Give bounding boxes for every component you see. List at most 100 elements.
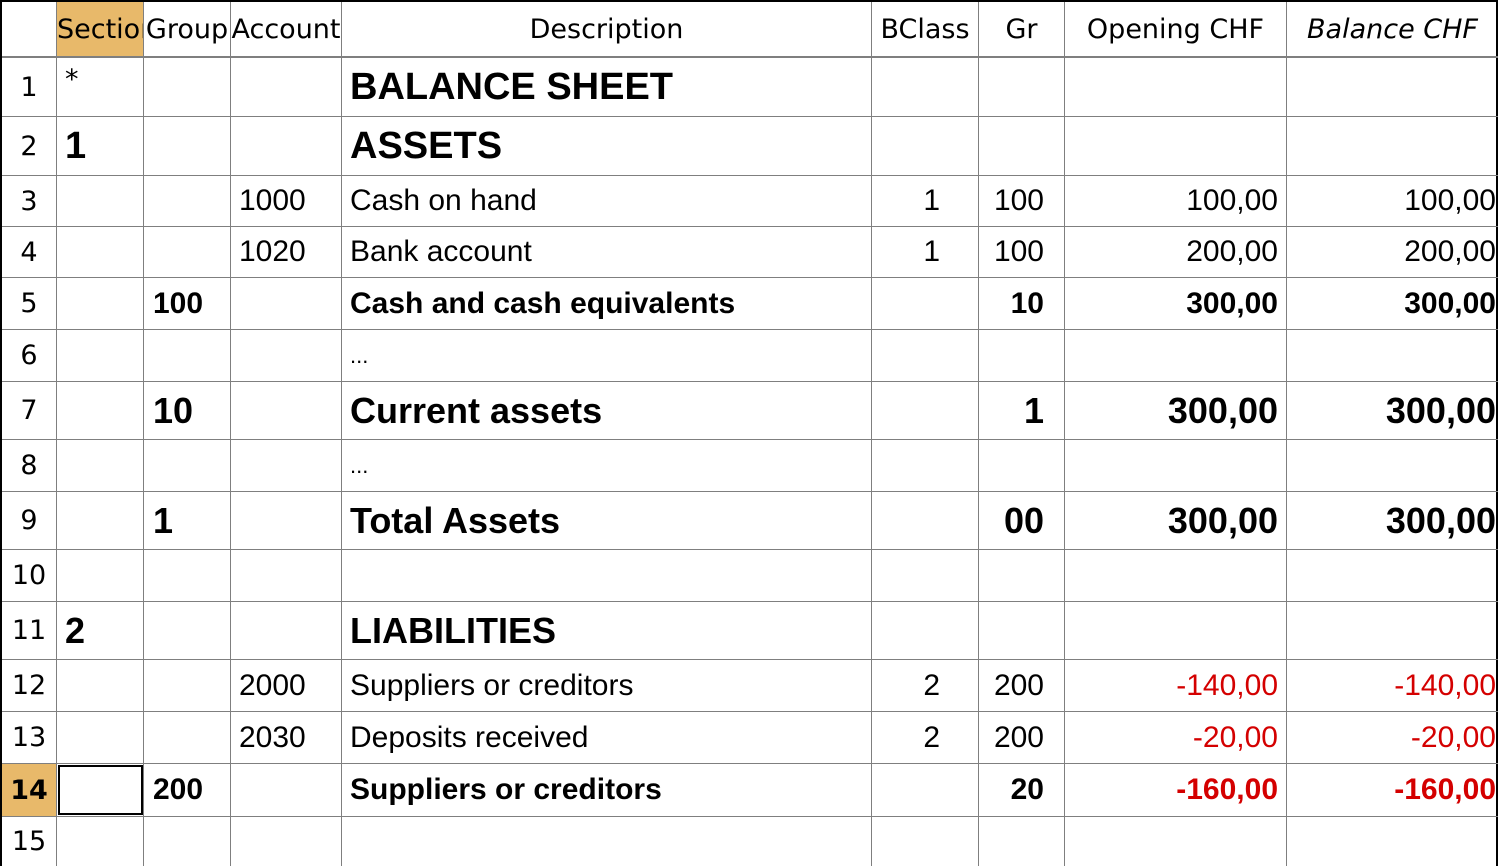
cell-group[interactable] — [144, 660, 231, 711]
column-header-balance[interactable]: Balance CHF — [1307, 13, 1478, 45]
cell-gr[interactable] — [979, 58, 1065, 116]
column-header-gr[interactable]: Gr — [979, 2, 1065, 56]
cell-bclass[interactable] — [872, 602, 979, 659]
cell-opening[interactable]: -20,00 — [1065, 712, 1287, 763]
cell-balance[interactable]: 300,00 — [1404, 286, 1496, 320]
cell-gr[interactable]: 20 — [979, 764, 1065, 816]
row-number[interactable]: 9 — [2, 492, 57, 549]
cell-account[interactable]: 1020 — [231, 227, 342, 277]
row-number[interactable]: 13 — [2, 712, 57, 763]
cell-bclass[interactable]: 2 — [872, 660, 979, 711]
cell-account[interactable] — [231, 117, 342, 175]
cell-group[interactable] — [144, 227, 231, 277]
cell-balance[interactable]: -160,00 — [1394, 773, 1496, 806]
cell-description[interactable]: Total Assets — [342, 492, 872, 549]
cell-account[interactable] — [231, 492, 342, 549]
cell-gr[interactable] — [979, 602, 1065, 659]
row-number[interactable]: 5 — [2, 278, 57, 329]
cell-group[interactable] — [144, 817, 231, 866]
cell-group[interactable] — [144, 712, 231, 763]
cell-account[interactable] — [231, 550, 342, 601]
cell-bclass[interactable] — [872, 440, 979, 491]
cell-section[interactable] — [57, 492, 144, 549]
cell-opening[interactable]: 200,00 — [1065, 227, 1287, 277]
corner-cell[interactable] — [2, 2, 57, 56]
cell-section[interactable] — [57, 550, 144, 601]
cell-gr[interactable]: 00 — [979, 492, 1065, 549]
cell-group[interactable] — [144, 117, 231, 175]
row-number[interactable]: 3 — [2, 176, 57, 226]
cell-bclass[interactable]: 2 — [872, 712, 979, 763]
cell-balance[interactable]: 300,00 — [1385, 499, 1496, 541]
cell-opening[interactable] — [1065, 440, 1287, 491]
cell-balance[interactable]: -140,00 — [1394, 668, 1496, 702]
cell-description[interactable]: Deposits received — [342, 712, 872, 763]
cell-balance[interactable] — [1287, 58, 1498, 116]
cell-group[interactable] — [144, 440, 231, 491]
cell-description[interactable] — [342, 817, 872, 866]
cell-description[interactable] — [342, 550, 872, 601]
cell-description[interactable]: ... — [342, 440, 872, 491]
cell-balance[interactable] — [1287, 330, 1498, 381]
cell-section[interactable] — [57, 278, 144, 329]
column-header-description[interactable]: Description — [342, 2, 872, 56]
cell-group[interactable] — [144, 550, 231, 601]
cell-opening[interactable] — [1065, 602, 1287, 659]
cell-account[interactable]: 2000 — [231, 660, 342, 711]
cell-account[interactable] — [231, 382, 342, 439]
cell-section[interactable]: * — [57, 58, 144, 116]
cell-account[interactable] — [231, 602, 342, 659]
cell-opening[interactable] — [1065, 817, 1287, 866]
cell-balance[interactable] — [1287, 602, 1498, 659]
cell-opening[interactable]: -160,00 — [1065, 764, 1287, 816]
cell-gr[interactable] — [979, 440, 1065, 491]
row-number[interactable]: 4 — [2, 227, 57, 277]
cell-description[interactable]: Suppliers or creditors — [342, 660, 872, 711]
cell-balance[interactable] — [1287, 817, 1498, 866]
cell-bclass[interactable] — [872, 492, 979, 549]
cell-group[interactable] — [144, 330, 231, 381]
cell-section[interactable] — [57, 817, 144, 866]
cell-bclass[interactable] — [872, 764, 979, 816]
row-number[interactable]: 10 — [2, 550, 57, 601]
cell-gr[interactable]: 10 — [979, 278, 1065, 329]
cell-bclass[interactable] — [872, 330, 979, 381]
column-header-bclass[interactable]: BClass — [872, 2, 979, 56]
cell-section[interactable] — [57, 227, 144, 277]
cell-section[interactable] — [57, 660, 144, 711]
cell-balance[interactable] — [1287, 117, 1498, 175]
cell-account[interactable] — [231, 764, 342, 816]
cell-opening[interactable] — [1065, 58, 1287, 116]
cell-section[interactable] — [57, 712, 144, 763]
row-number[interactable]: 11 — [2, 602, 57, 659]
cell-group[interactable]: 100 — [144, 278, 231, 329]
cell-group[interactable] — [144, 58, 231, 116]
cell-description[interactable]: Bank account — [342, 227, 872, 277]
cell-group[interactable]: 1 — [144, 492, 231, 549]
cell-description[interactable]: Suppliers or creditors — [342, 764, 872, 816]
cell-account[interactable] — [231, 58, 342, 116]
cell-description[interactable]: BALANCE SHEET — [342, 58, 872, 116]
cell-section[interactable] — [57, 176, 144, 226]
cell-opening[interactable]: -140,00 — [1065, 660, 1287, 711]
column-header-group[interactable]: Group — [144, 2, 231, 56]
cell-account[interactable]: 1000 — [231, 176, 342, 226]
cell-description[interactable]: ASSETS — [342, 117, 872, 175]
cell-opening[interactable] — [1065, 330, 1287, 381]
cell-account[interactable]: 2030 — [231, 712, 342, 763]
cell-account[interactable] — [231, 817, 342, 866]
column-header-section[interactable]: Sectior — [57, 2, 144, 56]
cell-opening[interactable]: 100,00 — [1065, 176, 1287, 226]
row-number[interactable]: 8 — [2, 440, 57, 491]
cell-group[interactable]: 200 — [144, 764, 231, 816]
row-number[interactable]: 2 — [2, 117, 57, 175]
cell-opening[interactable]: 300,00 — [1065, 278, 1287, 329]
cell-gr[interactable] — [979, 550, 1065, 601]
cell-group[interactable]: 10 — [144, 382, 231, 439]
cell-gr[interactable] — [979, 117, 1065, 175]
cell-section-active[interactable] — [57, 764, 144, 816]
cell-opening[interactable]: 300,00 — [1065, 382, 1287, 439]
cell-balance[interactable] — [1287, 550, 1498, 601]
row-number[interactable]: 1 — [2, 58, 57, 116]
cell-section[interactable] — [57, 330, 144, 381]
